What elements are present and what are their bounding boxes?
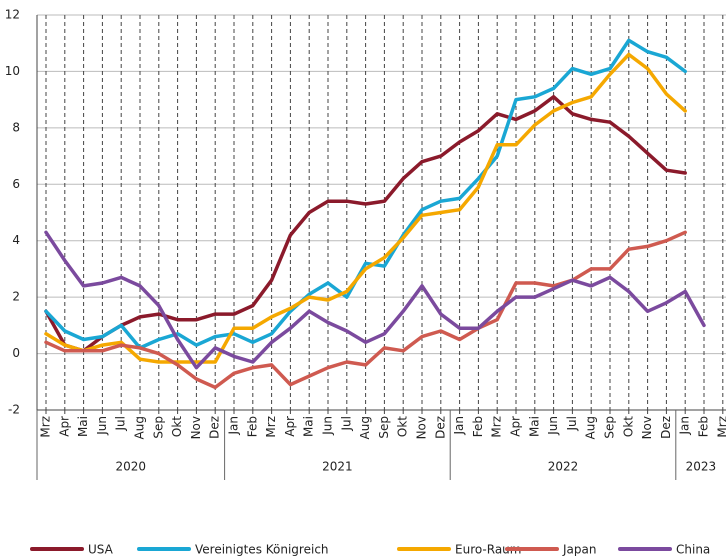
series-line — [44, 230, 706, 370]
x-tick-label: Jul — [339, 416, 353, 431]
x-tick-label: Nov — [189, 416, 203, 439]
x-tick-label: Feb — [245, 416, 259, 437]
series-line — [44, 230, 687, 390]
x-tick-label: Jun — [546, 416, 560, 436]
legend-label: Euro-Raum — [455, 543, 521, 557]
x-tick-label: Mrz — [264, 416, 278, 438]
legend-label: Vereinigtes Königreich — [195, 543, 329, 557]
x-tick-label: Feb — [697, 416, 711, 437]
y-tick-label: 10 — [5, 64, 20, 78]
x-tick-label: Mrz — [490, 416, 504, 438]
x-tick-label: Okt — [170, 416, 184, 437]
x-tick-label: Okt — [621, 416, 635, 437]
x-tick-label: Apr — [509, 416, 523, 437]
legend-label: USA — [88, 543, 114, 557]
x-tick-label: Jun — [321, 416, 335, 436]
x-tick-label: Dez — [659, 416, 673, 439]
x-tick-label: Mai — [302, 416, 316, 437]
x-tick-label: Mrz — [39, 416, 53, 438]
x-tick-label: Jan — [678, 416, 692, 436]
x-tick-label: Jul — [114, 416, 128, 431]
x-tick-label: Aug — [133, 416, 147, 439]
y-tick-label: 6 — [12, 177, 20, 191]
legend-label: China — [676, 543, 710, 557]
x-tick-label: Okt — [396, 416, 410, 437]
group-label: 2022 — [548, 460, 579, 474]
x-tick-label: Dez — [433, 416, 447, 439]
legend-label: Japan — [562, 543, 596, 557]
x-tick-label: Sep — [603, 416, 617, 439]
x-tick-label: Nov — [640, 416, 654, 439]
x-tick-label: Sep — [377, 416, 391, 439]
y-tick-label: 8 — [12, 120, 20, 134]
x-tick-label: Mrz — [715, 416, 726, 438]
y-tick-label: 12 — [5, 8, 20, 22]
y-tick-label: -2 — [8, 403, 20, 417]
x-tick-label: Aug — [358, 416, 372, 439]
x-tick-label: Jul — [565, 416, 579, 431]
x-tick-label: Dez — [208, 416, 222, 439]
x-tick-label: Apr — [283, 416, 297, 437]
series-line — [44, 38, 687, 350]
x-tick-label: Mai — [76, 416, 90, 437]
x-tick-label: Feb — [471, 416, 485, 437]
x-tick-label: Nov — [415, 416, 429, 439]
x-tick-label: Apr — [57, 416, 71, 437]
series-line — [44, 52, 687, 364]
series-line — [44, 95, 687, 353]
x-tick-label: Jun — [95, 416, 109, 436]
group-label: 2023 — [686, 460, 717, 474]
x-tick-label: Jan — [452, 416, 466, 436]
y-tick-label: 4 — [12, 233, 20, 247]
x-tick-label: Jan — [227, 416, 241, 436]
y-tick-label: 2 — [12, 290, 20, 304]
y-tick-label: 0 — [12, 346, 20, 360]
x-tick-label: Aug — [584, 416, 598, 439]
x-tick-label: Mai — [527, 416, 541, 437]
group-label: 2020 — [116, 460, 147, 474]
group-label: 2021 — [322, 460, 353, 474]
x-tick-label: Sep — [151, 416, 165, 439]
